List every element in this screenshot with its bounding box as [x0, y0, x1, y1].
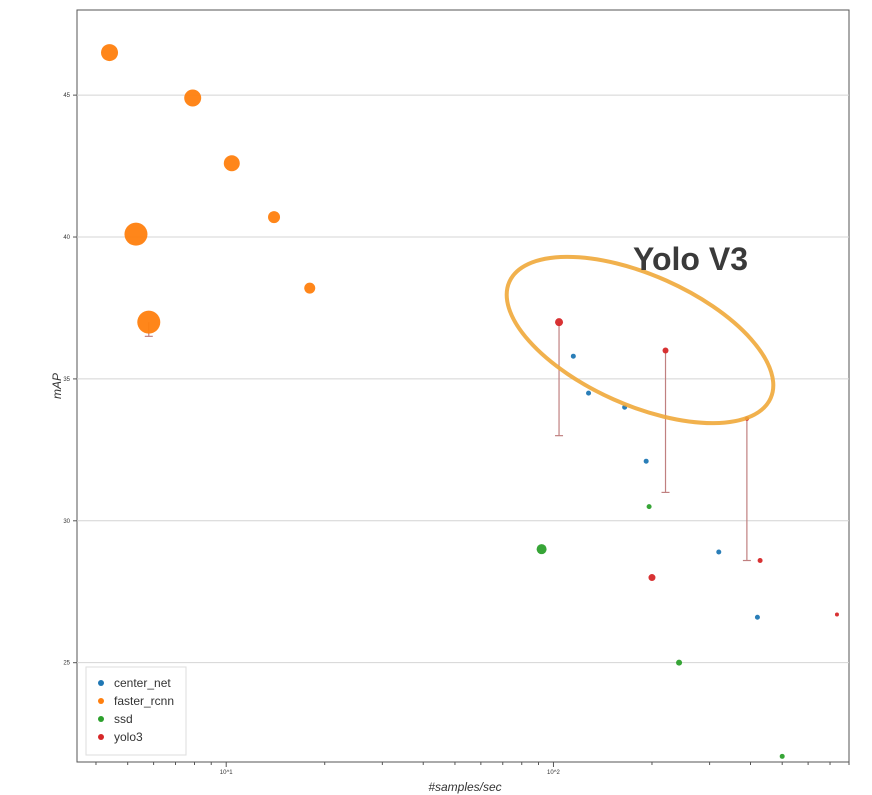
point-yolo3: [834, 612, 839, 617]
point-center_net: [570, 353, 576, 359]
y-axis: 25 30 35 40 45: [63, 93, 77, 667]
x-tick-label: 10^2: [547, 770, 560, 776]
point-center_net: [716, 549, 722, 555]
annotation-text: Yolo V3: [633, 241, 748, 277]
y-tick-label: 30: [63, 519, 70, 525]
point-yolo3: [648, 574, 656, 582]
point-center_net: [586, 390, 592, 396]
point-faster_rcnn: [184, 89, 202, 107]
x-axis-label: #samples/sec: [428, 780, 501, 794]
point-faster_rcnn: [101, 44, 119, 62]
legend-label-ssd: ssd: [114, 712, 133, 726]
point-yolo3: [555, 318, 564, 327]
point-faster_rcnn: [268, 211, 281, 224]
point-ssd: [676, 659, 683, 666]
point-faster_rcnn: [304, 282, 316, 294]
x-axis: 10^1 10^2: [95, 762, 850, 776]
legend-marker-ssd: [98, 716, 104, 722]
y-axis-label: mAP: [50, 373, 64, 399]
gridlines: [77, 94, 849, 664]
legend-marker-faster_rcnn: [98, 698, 104, 704]
y-tick-label: 35: [63, 377, 70, 383]
y-tick-label: 25: [63, 661, 70, 667]
legend-marker-yolo3: [98, 734, 104, 740]
legend-label-center_net: center_net: [114, 676, 171, 690]
legend-label-faster_rcnn: faster_rcnn: [114, 694, 174, 708]
y-tick-label: 45: [63, 93, 70, 99]
point-center_net: [754, 614, 760, 620]
error-bars: [144, 322, 751, 562]
point-yolo3: [757, 558, 763, 564]
point-faster_rcnn: [124, 222, 148, 246]
legend-label-yolo3: yolo3: [114, 730, 143, 744]
point-faster_rcnn: [223, 155, 240, 172]
legend-marker-center_net: [98, 680, 104, 686]
point-center_net: [643, 458, 649, 464]
plot-frame: [76, 9, 850, 763]
point-ssd: [536, 544, 547, 555]
x-tick-label: 10^1: [220, 770, 233, 776]
point-ssd: [779, 753, 785, 759]
point-faster_rcnn: [137, 310, 161, 334]
y-tick-label: 40: [63, 235, 70, 241]
yolo-annotation: Yolo V3: [504, 241, 776, 426]
point-ssd: [646, 504, 652, 510]
annotation-ellipse: [504, 254, 776, 426]
point-yolo3: [662, 347, 669, 354]
